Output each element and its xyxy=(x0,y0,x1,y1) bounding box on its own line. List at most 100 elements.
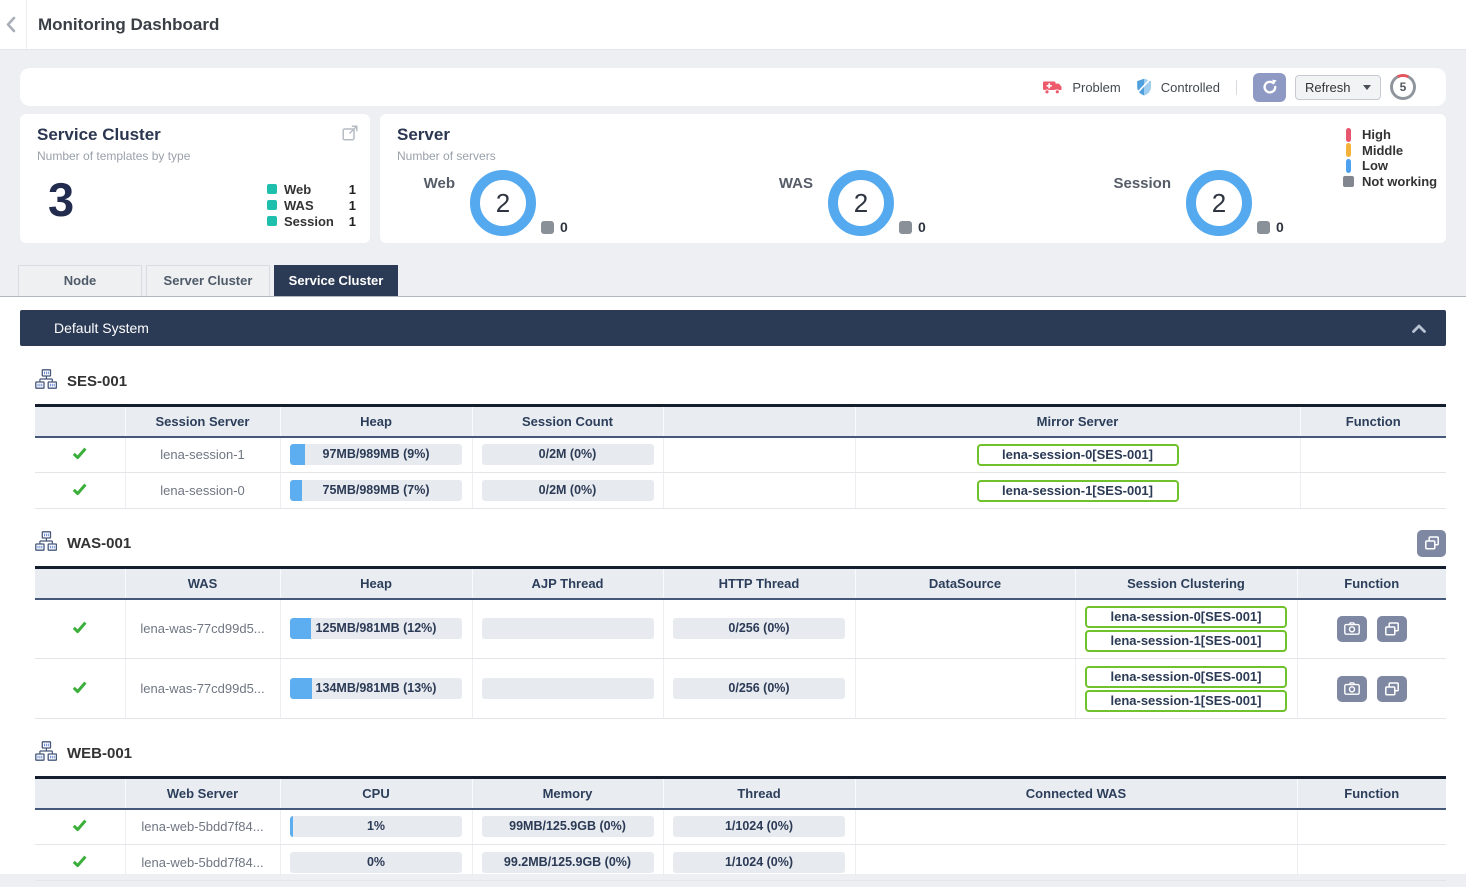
col-status xyxy=(35,777,126,810)
divider xyxy=(26,0,27,49)
web-server-gauge: Web 2 0 xyxy=(388,170,568,236)
not-working-count: 0 xyxy=(541,219,568,235)
table-row: lena-web-5bdd7f84... 0% 99.2MB/125.9GB (… xyxy=(35,844,1446,881)
card-title: Server xyxy=(397,125,450,144)
copy-button[interactable] xyxy=(1376,675,1407,702)
col-heap: Heap xyxy=(280,567,473,600)
service-cluster-card: Service Cluster Number of templates by t… xyxy=(20,114,370,243)
session-count-bar: 0/2M (0%) xyxy=(481,444,654,466)
was-server-gauge: WAS 2 0 xyxy=(728,170,926,236)
thread-bar: 1/1024 (0%) xyxy=(673,852,845,873)
ses-table: Session Server Heap Session Count Mirror… xyxy=(35,404,1446,509)
col-session-count: Session Count xyxy=(472,405,664,438)
table-row: lena-session-0 75MB/989MB (7%) 0/2M (0%)… xyxy=(35,472,1446,509)
col-session-server: Session Server xyxy=(125,405,281,438)
cpu-bar: 1% xyxy=(290,816,462,838)
section-header: SES-001 xyxy=(35,367,1446,395)
heap-bar: 125MB/981MB (12%) xyxy=(290,618,462,640)
chevron-left-icon xyxy=(6,16,16,33)
middle-marker xyxy=(1346,143,1351,158)
web-count-donut: 2 xyxy=(470,170,536,236)
datasource-cell xyxy=(855,658,1076,719)
section-header: WAS-001 xyxy=(35,529,1446,557)
http-thread-bar: 0/256 (0%) xyxy=(673,678,845,699)
mirror-server-pill[interactable]: lena-session-1[SES-001] xyxy=(976,479,1179,502)
refresh-interval-dropdown[interactable]: Refresh xyxy=(1295,74,1381,100)
mirror-server-pill[interactable]: lena-session-0[SES-001] xyxy=(976,443,1179,466)
col-memory: Memory xyxy=(472,777,664,810)
copy-button[interactable] xyxy=(1376,615,1407,642)
col-cpu: CPU xyxy=(280,777,473,810)
heap-bar: 97MB/989MB (9%) xyxy=(290,444,462,466)
copy-all-button[interactable] xyxy=(1417,529,1446,557)
copy-icon xyxy=(1384,622,1399,636)
col-thread: Thread xyxy=(663,777,856,810)
copy-icon xyxy=(1424,536,1439,550)
not-working-marker xyxy=(1257,220,1270,234)
view-tabs: Node Server Cluster Service Cluster xyxy=(18,265,398,297)
table-header-row: Session Server Heap Session Count Mirror… xyxy=(35,405,1446,438)
col-status xyxy=(35,405,126,438)
table-row: lena-session-1 97MB/989MB (9%) 0/2M (0%)… xyxy=(35,436,1446,473)
card-subtitle: Number of templates by type xyxy=(37,149,191,163)
status-ok-icon xyxy=(72,819,87,831)
col-datasource: DataSource xyxy=(855,567,1076,600)
session-clustering-pill[interactable]: lena-session-1[SES-001] xyxy=(1085,689,1287,712)
ajp-thread-bar xyxy=(481,618,654,640)
legend-item: WAS 1 xyxy=(267,197,356,213)
back-button[interactable] xyxy=(5,16,21,34)
controlled-icon xyxy=(1136,78,1152,96)
legend-item-middle: Middle xyxy=(1343,143,1437,159)
refresh-now-button[interactable] xyxy=(1253,72,1286,102)
not-working-marker xyxy=(541,220,554,234)
refresh-countdown-value: 5 xyxy=(1393,77,1413,97)
section-was-001: WAS-001 WAS Heap AJP Thread HTTP Thread … xyxy=(35,529,1446,719)
http-thread-bar: 0/256 (0%) xyxy=(673,618,845,640)
not-working-marker xyxy=(1343,175,1354,187)
server-name: lena-web-5bdd7f84... xyxy=(125,808,281,845)
snapshot-button[interactable] xyxy=(1336,615,1367,642)
session-clustering-pill[interactable]: lena-session-0[SES-001] xyxy=(1085,665,1287,688)
system-accordion-header[interactable]: Default System xyxy=(20,310,1446,346)
chevron-down-icon xyxy=(1363,84,1371,90)
col-function: Function xyxy=(1297,567,1446,600)
top-header: Monitoring Dashboard xyxy=(0,0,1466,50)
tab-service-cluster[interactable]: Service Cluster xyxy=(274,265,398,297)
problem-legend-label: Problem xyxy=(1072,79,1121,95)
session-server-gauge: Session 2 0 xyxy=(1070,170,1284,236)
card-title: Service Cluster xyxy=(37,125,161,144)
chevron-up-icon[interactable] xyxy=(1412,324,1426,333)
session-count-donut: 2 xyxy=(1186,170,1252,236)
session-clustering-pill[interactable]: lena-session-1[SES-001] xyxy=(1085,629,1287,652)
memory-bar: 99.2MB/125.9GB (0%) xyxy=(481,852,654,873)
refresh-dropdown-label: Refresh xyxy=(1305,79,1351,95)
card-subtitle: Number of servers xyxy=(397,149,496,163)
external-link-icon[interactable] xyxy=(342,125,358,146)
problem-icon xyxy=(1042,79,1063,95)
tab-node[interactable]: Node xyxy=(18,265,142,297)
col-ajp-thread: AJP Thread xyxy=(472,567,664,600)
cluster-icon xyxy=(35,530,58,556)
camera-icon xyxy=(1344,622,1360,636)
web-table: Web Server CPU Memory Thread Connected W… xyxy=(35,776,1446,881)
divider xyxy=(1236,79,1237,95)
col-function: Function xyxy=(1297,777,1446,810)
section-title: WEB-001 xyxy=(67,744,133,762)
template-type-legend: Web 1 WAS 1 Session 1 xyxy=(267,181,356,229)
datasource-cell xyxy=(855,598,1076,659)
col-web-server: Web Server xyxy=(125,777,281,810)
legend-item-not-working: Not working xyxy=(1343,174,1437,190)
thread-bar: 1/1024 (0%) xyxy=(673,816,845,838)
heap-bar: 75MB/989MB (7%) xyxy=(290,480,462,501)
snapshot-button[interactable] xyxy=(1336,675,1367,702)
col-connected-was: Connected WAS xyxy=(855,777,1298,810)
section-title: SES-001 xyxy=(67,372,128,390)
tab-server-cluster[interactable]: Server Cluster xyxy=(146,265,270,297)
col-session-clustering: Session Clustering xyxy=(1075,567,1298,600)
server-name: lena-session-0 xyxy=(125,472,281,509)
section-header: WEB-001 xyxy=(35,739,1446,767)
was-table: WAS Heap AJP Thread HTTP Thread DataSour… xyxy=(35,566,1446,719)
session-clustering-pill[interactable]: lena-session-0[SES-001] xyxy=(1085,605,1287,628)
legend-item: Web 1 xyxy=(267,181,356,197)
cluster-icon xyxy=(35,368,58,394)
